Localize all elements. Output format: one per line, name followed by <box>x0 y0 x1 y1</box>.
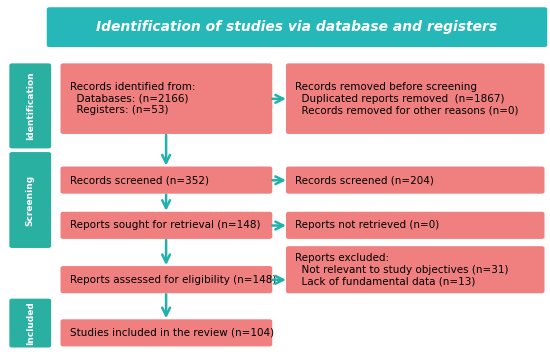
FancyBboxPatch shape <box>286 246 544 293</box>
Text: Reports assessed for eligibility (n=148): Reports assessed for eligibility (n=148) <box>70 275 276 285</box>
FancyBboxPatch shape <box>286 212 544 239</box>
Text: Records identified from:
  Databases: (n=2166)
  Registers: (n=53): Records identified from: Databases: (n=2… <box>70 82 195 115</box>
Text: Reports sought for retrieval (n=148): Reports sought for retrieval (n=148) <box>70 220 260 230</box>
Text: Identification: Identification <box>26 72 35 140</box>
FancyBboxPatch shape <box>60 266 272 293</box>
Text: Records removed before screening
  Duplicated reports removed  (n=1867)
  Record: Records removed before screening Duplica… <box>295 82 519 115</box>
FancyBboxPatch shape <box>9 299 51 348</box>
Text: Identification of studies via database and registers: Identification of studies via database a… <box>96 20 498 34</box>
Text: Screening: Screening <box>26 174 35 226</box>
FancyBboxPatch shape <box>60 212 272 239</box>
FancyBboxPatch shape <box>286 167 544 194</box>
Text: Reports not retrieved (n=0): Reports not retrieved (n=0) <box>295 220 439 230</box>
FancyBboxPatch shape <box>60 319 272 346</box>
FancyBboxPatch shape <box>47 7 547 47</box>
FancyBboxPatch shape <box>9 63 51 148</box>
Text: Records screened (n=352): Records screened (n=352) <box>70 175 209 185</box>
Text: Reports excluded:
  Not relevant to study objectives (n=31)
  Lack of fundamenta: Reports excluded: Not relevant to study … <box>295 253 509 286</box>
Text: Studies included in the review (n=104): Studies included in the review (n=104) <box>70 328 274 338</box>
FancyBboxPatch shape <box>60 167 272 194</box>
Text: Records screened (n=204): Records screened (n=204) <box>295 175 434 185</box>
FancyBboxPatch shape <box>286 63 544 134</box>
FancyBboxPatch shape <box>9 152 51 248</box>
Text: Included: Included <box>26 301 35 345</box>
FancyBboxPatch shape <box>60 63 272 134</box>
